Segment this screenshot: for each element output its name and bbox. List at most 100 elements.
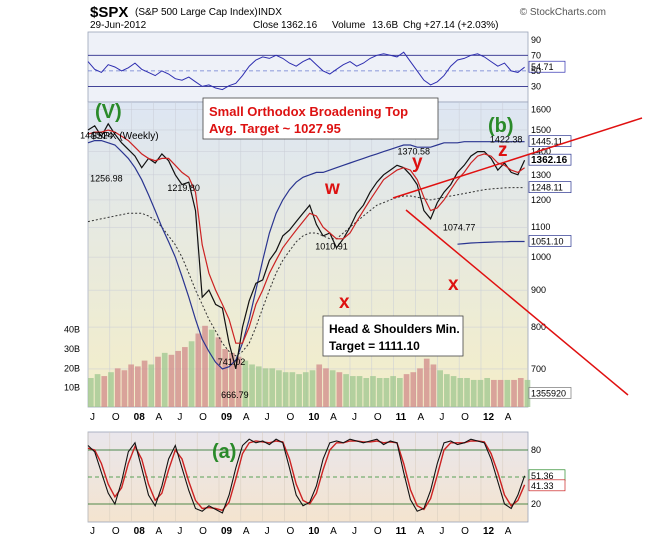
price-panel (87, 101, 529, 408)
volume-bar (222, 349, 229, 407)
volume-bar (484, 378, 491, 407)
wave-label-a: (a) (212, 441, 236, 463)
price-right-badge (528, 153, 572, 166)
price-legend: $SPX (Weekly) (91, 131, 159, 142)
price-tick-label: 900 (531, 285, 546, 295)
volume-tick-label: 20B (64, 363, 80, 373)
x-tick-label-bottom: J (90, 526, 95, 537)
volume-tick-label: 10B (64, 383, 80, 393)
volume-bar (296, 374, 302, 407)
price-value-label: 1074.77 (443, 223, 476, 233)
volume-bar (437, 370, 443, 407)
wave-label-y: y (412, 152, 423, 173)
volume-bar (94, 374, 101, 407)
x-tick-label-bottom: 10 (308, 526, 320, 537)
ma-short-line (87, 129, 525, 344)
volume-bar (289, 372, 296, 407)
price-tick-label: 1300 (531, 170, 551, 180)
x-tick-label-bottom: O (286, 526, 294, 537)
wave-label-w: w (324, 178, 340, 199)
price-value-label: 1422.38 (490, 135, 523, 145)
x-tick-label-bottom: J (265, 526, 270, 537)
volume-bar (524, 379, 531, 407)
exchange: INDX (258, 7, 282, 18)
stoch-k-line (87, 438, 526, 514)
price-tick-label: 1200 (531, 195, 551, 205)
volume-bar (383, 378, 390, 407)
volume-bar (229, 352, 235, 407)
axis-labels: 90 70 50 30 1600 1500 1400 1300 1200 1100 1000 900 8… (64, 35, 551, 537)
x-tick-label-bottom: J (177, 526, 182, 537)
price-value-label: 1256.98 (90, 173, 123, 183)
price-tick-label: 1600 (531, 105, 551, 115)
rsi-line (87, 51, 525, 91)
volume-bar (208, 329, 215, 407)
price-value-label: 1370.58 (397, 146, 430, 156)
wave-label-b: (b) (488, 115, 514, 137)
volume-bar (155, 356, 161, 407)
volume-bar (121, 370, 128, 407)
volume-bar (262, 368, 269, 407)
x-tick-label: O (286, 412, 294, 423)
wave-label-x2: x (448, 274, 459, 295)
wave-label-V: (V) (95, 101, 122, 123)
volume-value: 13.6B (372, 20, 398, 31)
volume-bar (403, 374, 410, 407)
x-tick-label: O (461, 412, 469, 423)
volume-last-badge (528, 387, 572, 399)
stoch-k-label: 51.36 (531, 471, 554, 481)
price-value-label: 741.02 (218, 357, 246, 367)
rsi-tick-label: 70 (531, 50, 541, 60)
volume-tick-label: 30B (64, 344, 80, 354)
volume-bar (397, 378, 403, 407)
volume-bar (370, 376, 376, 407)
price-tick-label: 1400 (531, 147, 551, 157)
x-tick-label-bottom: J (352, 526, 357, 537)
rsi-last-label: 54.71 (531, 62, 554, 72)
volume-bar (114, 368, 121, 407)
volume-bar (323, 368, 329, 407)
value-labels: 54.71 1355920 1440.24 1256.98 1219.80 1010.91… (80, 60, 572, 492)
x-tick-label-bottom: A (243, 526, 250, 537)
volume-bar (464, 378, 470, 407)
x-tick-label: J (177, 412, 182, 423)
volume-bar (195, 333, 202, 407)
broadening-title: Small Orthodox Broadening Top (209, 104, 408, 119)
price-tick-label: 700 (531, 364, 546, 374)
volume-bar (188, 341, 195, 407)
x-tick-label: A (505, 412, 512, 423)
volume-bar (101, 376, 108, 407)
x-tick-label-bottom: 08 (134, 526, 146, 537)
x-tick-label: A (330, 412, 337, 423)
volume-bar (215, 337, 222, 407)
volume-bar (108, 372, 114, 407)
volume-bar (316, 364, 323, 407)
x-tick-label: J (265, 412, 270, 423)
volume-bar (175, 350, 181, 407)
wave-label-x1: x (339, 292, 350, 313)
price-tick-label: 1500 (531, 125, 551, 135)
rsi-tick-label: 90 (531, 35, 541, 45)
x-tick-label: J (90, 412, 95, 423)
volume-bar (336, 372, 343, 407)
head-shoulders-box (322, 315, 464, 357)
volume-bar (470, 379, 477, 407)
volume-bar (282, 372, 289, 407)
volume-bar (302, 372, 309, 407)
volume-bar (491, 379, 497, 407)
price-tick-label: 1000 (531, 252, 551, 262)
stoch-d-label: 41.33 (531, 481, 554, 491)
x-tick-label-bottom: A (417, 526, 424, 537)
x-tick-label: J (352, 412, 357, 423)
index-name: (S&P 500 Large Cap Index) (135, 7, 258, 18)
x-tick-label: O (112, 412, 120, 423)
x-tick-label-bottom: A (330, 526, 337, 537)
volume-bar (168, 354, 175, 407)
volume-bar (430, 364, 437, 407)
close-value: 1362.16 (281, 20, 318, 31)
x-tick-label: 10 (308, 412, 320, 423)
volume-bar (276, 370, 282, 407)
volume-bar (363, 378, 370, 407)
stoch-d-line (87, 440, 526, 512)
